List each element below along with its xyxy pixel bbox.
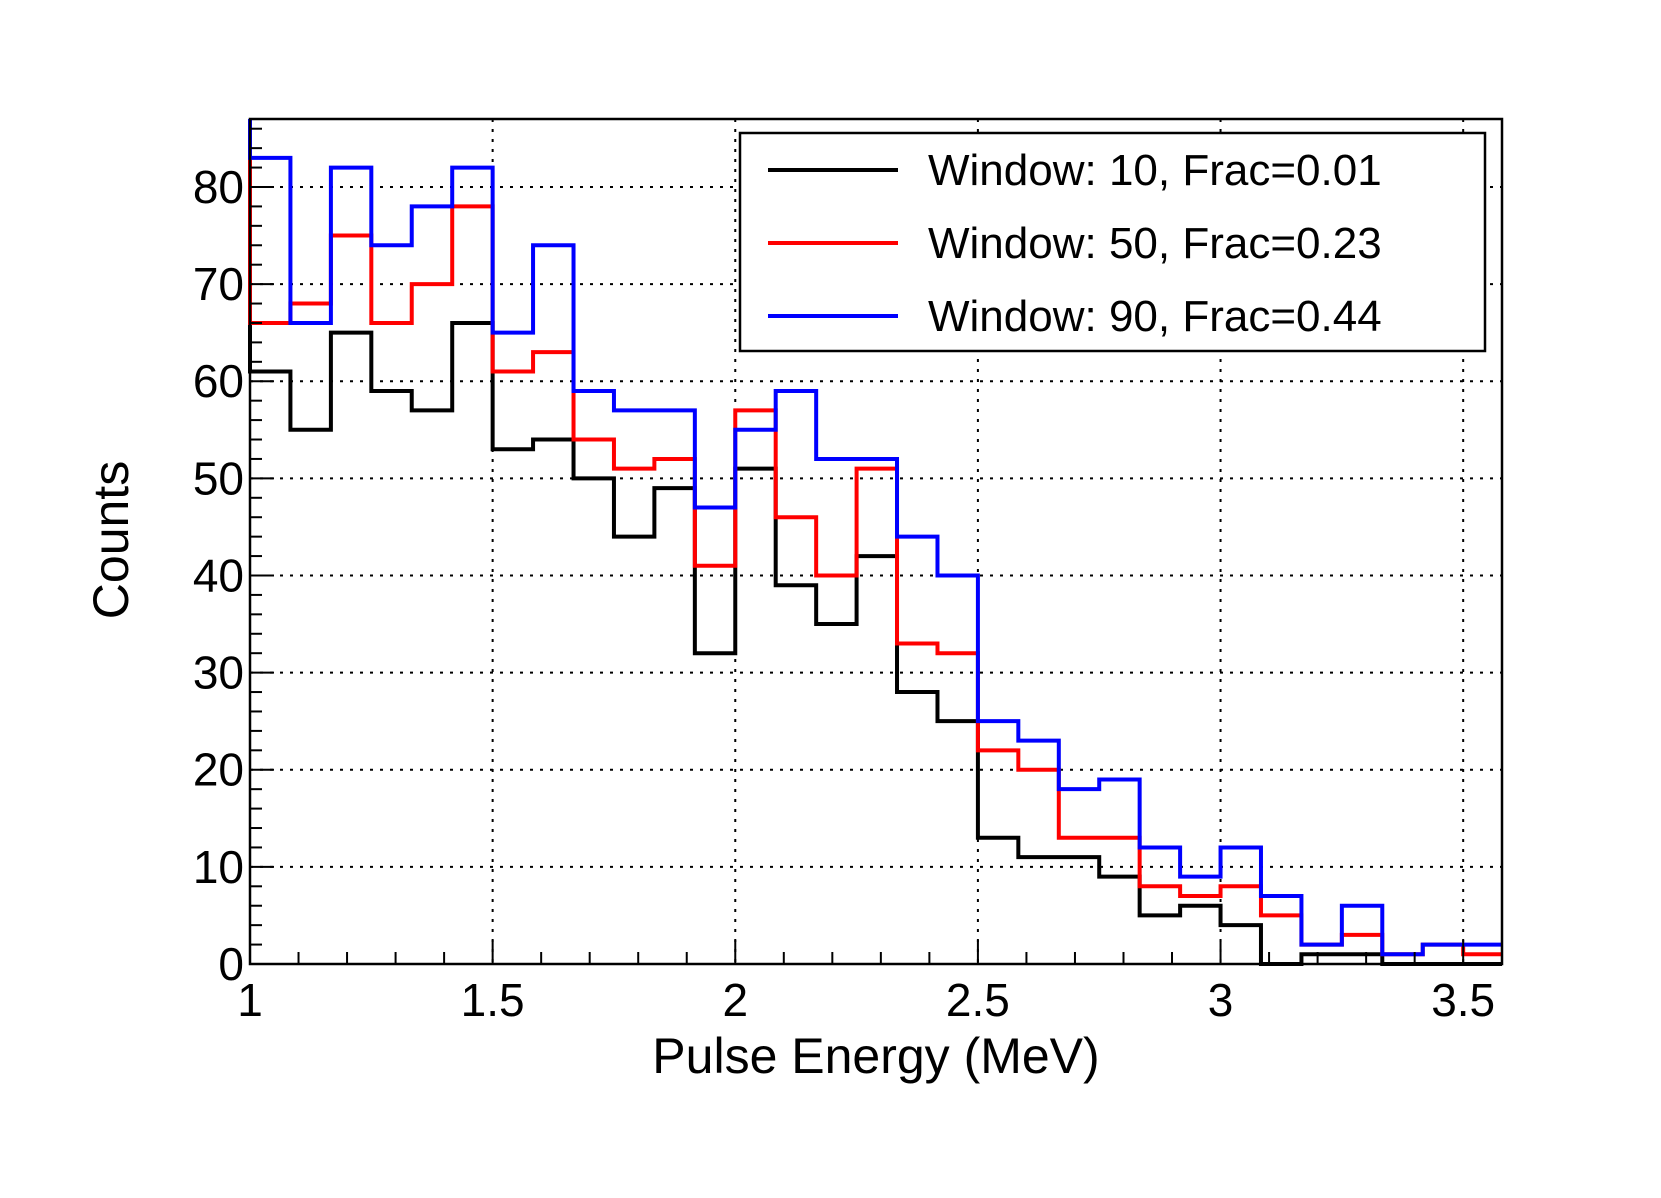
series-2 — [248, 119, 1502, 957]
histogram-line-2 — [248, 119, 1502, 957]
histogram-line-1 — [248, 119, 1502, 957]
x-tick-label: 2 — [722, 974, 748, 1026]
legend: Window: 10, Frac=0.01 Window: 50, Frac=0… — [738, 131, 1487, 353]
x-axis-ticks: 1 1.5 2 2.5 3 3.5 — [237, 940, 1495, 1026]
y-tick-label: 70 — [193, 258, 244, 310]
legend-label-window-10: Window: 10, Frac=0.01 — [928, 146, 1382, 195]
y-tick-label: 30 — [193, 647, 244, 699]
x-axis-title: Pulse Energy (MeV) — [652, 1028, 1099, 1084]
series-layer — [248, 119, 1502, 966]
x-tick-label: 1 — [237, 974, 263, 1026]
plot-frame — [248, 117, 1504, 966]
y-tick-label: 50 — [193, 452, 244, 504]
legend-label-window-90: Window: 90, Frac=0.44 — [928, 292, 1382, 341]
y-tick-label: 20 — [193, 744, 244, 796]
x-tick-label: 2.5 — [946, 974, 1010, 1026]
legend-label-window-50: Window: 50, Frac=0.23 — [928, 219, 1382, 268]
x-tick-label: 3 — [1208, 974, 1234, 1026]
y-tick-label: 40 — [193, 549, 244, 601]
y-axis-title: Counts — [83, 461, 139, 619]
series-1 — [248, 119, 1502, 957]
y-tick-label: 10 — [193, 841, 244, 893]
x-tick-label: 3.5 — [1431, 974, 1495, 1026]
series-0 — [248, 119, 1502, 966]
histogram-line-0 — [248, 119, 1502, 966]
y-axis-ticks: 0 10 20 30 40 50 60 70 80 — [193, 127, 274, 990]
y-tick-label: 60 — [193, 355, 244, 407]
y-tick-label: 80 — [193, 161, 244, 213]
axes — [248, 117, 1504, 966]
x-tick-label: 1.5 — [461, 974, 525, 1026]
y-tick-label: 0 — [218, 938, 244, 990]
